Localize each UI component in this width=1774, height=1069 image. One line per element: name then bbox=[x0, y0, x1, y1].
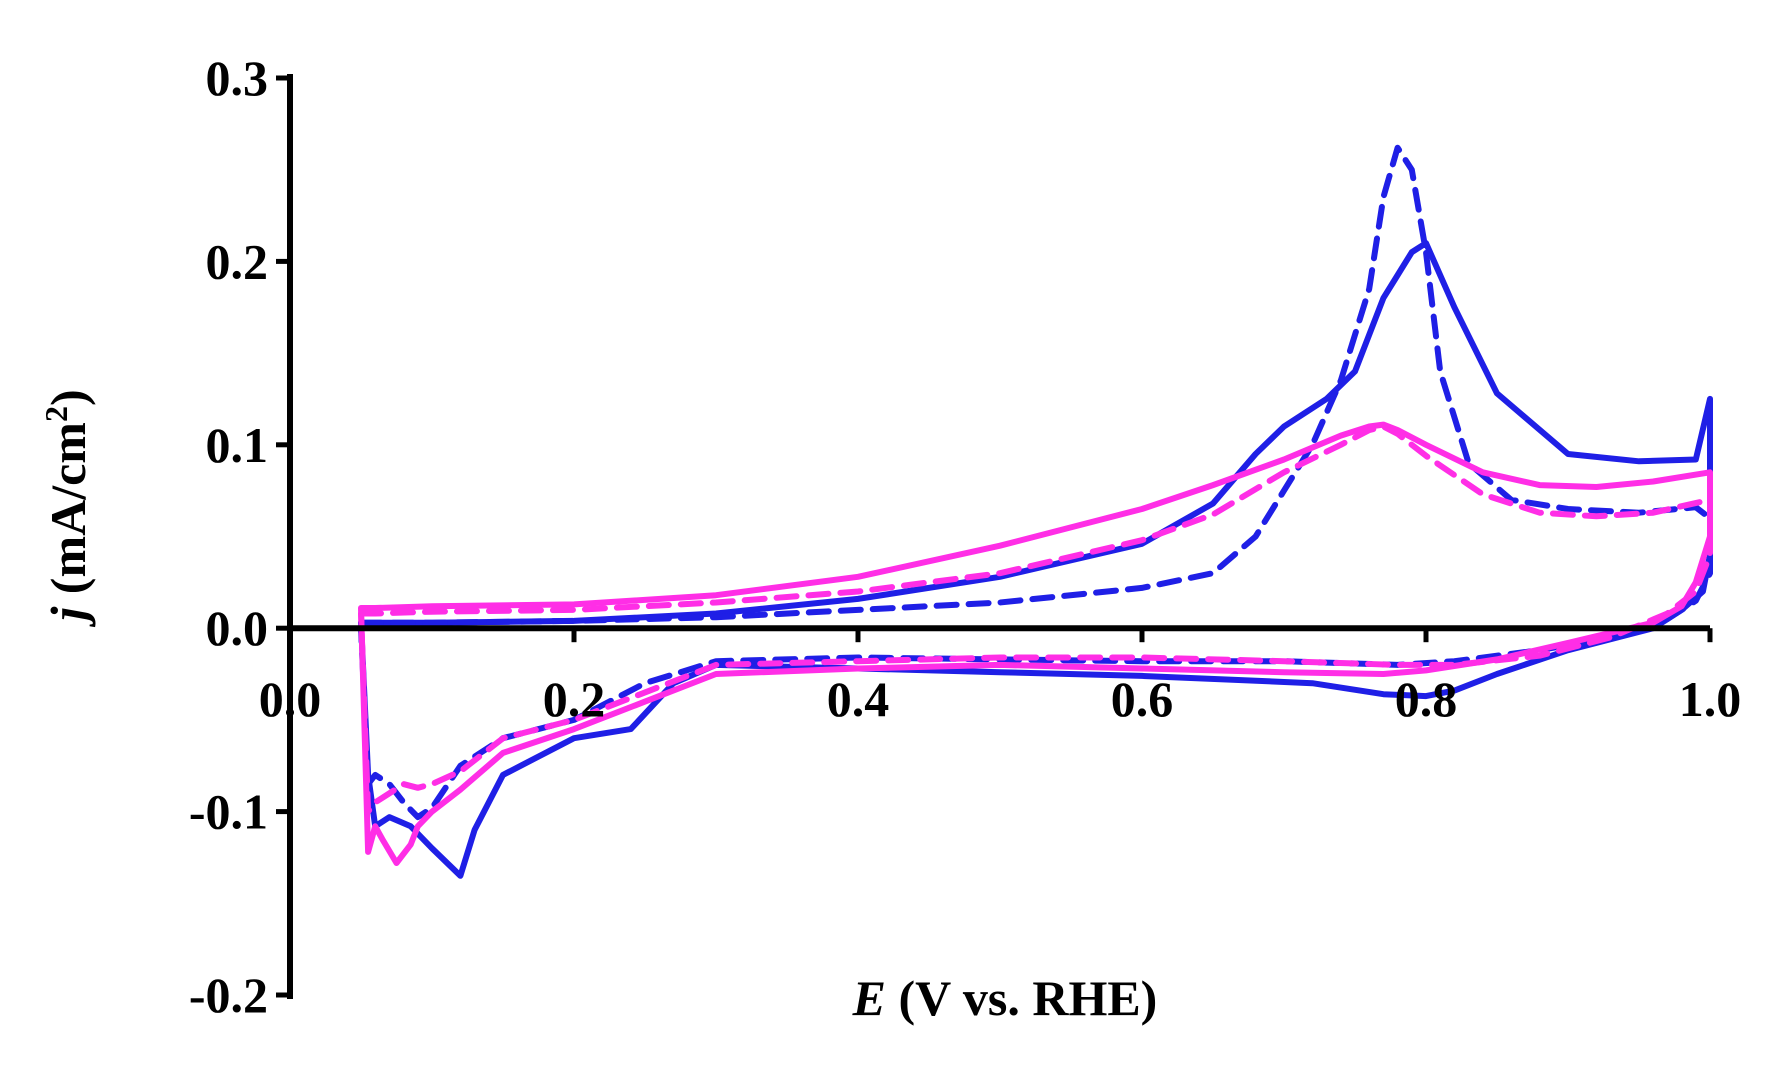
y-axis-title-rest: (mA/cm bbox=[40, 422, 96, 607]
series-line-4-dashed bbox=[358, 423, 1713, 815]
x-tick-label: 1.0 bbox=[1679, 671, 1742, 727]
y-axis-title-superscript: 2 bbox=[38, 406, 74, 422]
x-axis-title: E (V vs. RHE) bbox=[852, 970, 1158, 1026]
x-tick-label: 0.8 bbox=[1395, 671, 1458, 727]
y-axis-title-symbol: j bbox=[40, 606, 96, 628]
y-axis-title-close: ) bbox=[40, 389, 96, 406]
series-line-3-solid bbox=[358, 421, 1713, 866]
y-tick-label: -0.2 bbox=[189, 967, 268, 1023]
y-tick-label: -0.1 bbox=[189, 784, 268, 840]
axes-layer bbox=[276, 74, 1713, 999]
x-axis-title-rest: (V vs. RHE) bbox=[886, 970, 1157, 1026]
x-tick-label: 0.4 bbox=[827, 671, 890, 727]
x-tick-label: 0.6 bbox=[1111, 671, 1174, 727]
x-axis-title-symbol: E bbox=[852, 970, 886, 1026]
y-tick-label: 0.1 bbox=[206, 417, 269, 473]
y-tick-label: 0.2 bbox=[206, 233, 269, 289]
x-tick-label: 0.0 bbox=[259, 671, 322, 727]
series-line-2-dashed bbox=[358, 144, 1713, 821]
y-tick-label: 0.0 bbox=[206, 600, 269, 656]
y-tick-label: 0.3 bbox=[206, 50, 269, 106]
y-axis-title: j (mA/cm2) bbox=[38, 389, 96, 627]
x-tick-label: 0.2 bbox=[543, 671, 606, 727]
labels-layer: 0.3 0.2 0.1 0.0 -0.1 -0.2 0.0 0.2 0.4 0.6 0.8 1.0 bbox=[189, 50, 1741, 1023]
series-layer bbox=[358, 144, 1713, 879]
series-line-1-solid bbox=[358, 240, 1713, 879]
